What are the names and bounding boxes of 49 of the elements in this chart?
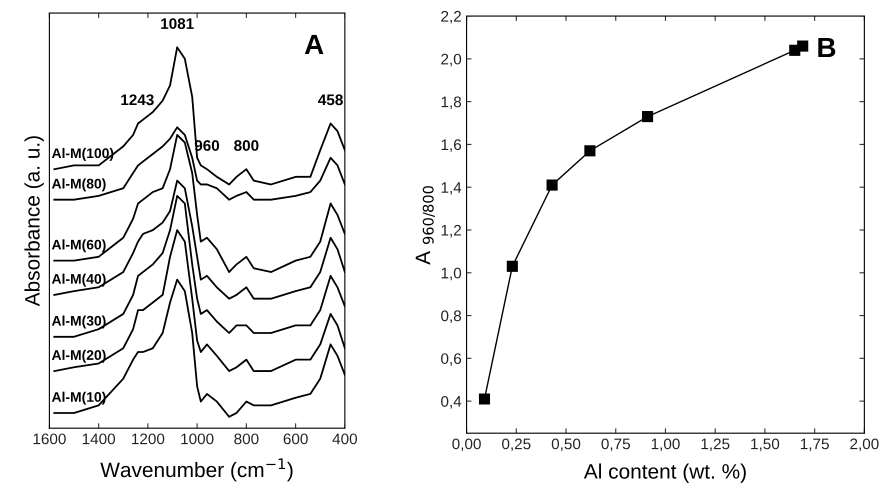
annotation: 800 (234, 140, 258, 151)
x-tick-label: 1,00 (652, 438, 680, 452)
annotation: 1243 (121, 94, 154, 106)
chart-title: A (304, 34, 324, 54)
y-tick-label: 0,4 (441, 396, 462, 409)
x-tick-label: 2,00 (850, 438, 879, 452)
x-tick-label: 800 (234, 433, 259, 444)
series-label: Al-M(30) (52, 316, 106, 328)
y-axis-title: Absorbance (a. u.) (24, 136, 44, 306)
x-tick-label: 0,00 (452, 438, 481, 452)
x-tick-label: 1400 (82, 433, 116, 444)
y-tick-label: 0,6 (441, 353, 462, 366)
y-tick-label: 1,0 (442, 268, 462, 280)
y-tick-label: 2,2 (441, 10, 461, 24)
x-axis-title: Wavenumber (cm$^{−1}$) (100, 458, 293, 482)
y-tick-label: 0,8 (441, 310, 462, 324)
point (506, 260, 518, 272)
point (478, 393, 490, 405)
x-tick-label: 1200 (132, 433, 164, 444)
x-tick-label: 0,25 (502, 438, 531, 452)
x-tick-label: 1,25 (701, 438, 730, 452)
point (584, 145, 596, 156)
series-label: Al-M(80) (52, 178, 106, 192)
point (546, 180, 558, 191)
x-tick-label: 1000 (181, 433, 214, 444)
point (797, 40, 808, 52)
point (642, 111, 654, 122)
x-tick-label: 0,75 (601, 438, 630, 452)
y-axis-title: A $_{960/800}$ (416, 186, 435, 265)
series-label: Al-M(10) (52, 392, 106, 405)
series-label: Al-M(40) (52, 274, 106, 287)
x-tick-label: 600 (284, 433, 308, 444)
y-tick-label: 2,0 (441, 54, 462, 66)
y-tick-label: 1,2 (442, 224, 461, 238)
x-axis-title: Al content (wt. %) (584, 463, 746, 483)
y-tick-label: 1,8 (442, 96, 462, 110)
annotation: 458 (318, 94, 343, 106)
series-label: Al-M(100) (52, 148, 114, 161)
annotation: 1081 (161, 18, 194, 30)
series-label: Al-M(60) (52, 239, 106, 252)
x-tick-label: 1,50 (751, 438, 780, 452)
x-tick-label: 400 (332, 433, 358, 444)
x-tick-label: 1600 (34, 433, 66, 444)
x-tick-label: 1,75 (800, 438, 829, 452)
text: B (818, 38, 836, 58)
y-tick-label: 1,6 (442, 139, 462, 152)
series-label: Al-M(20) (52, 350, 106, 363)
y-tick-label: 1,4 (442, 182, 462, 195)
x-tick-label: 0,50 (552, 438, 580, 452)
